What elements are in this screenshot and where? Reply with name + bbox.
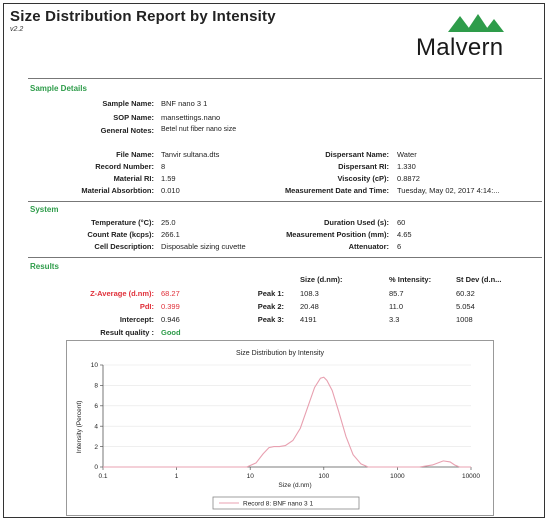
chart-grid: [103, 364, 471, 468]
measurement-position-value: 4.65: [397, 230, 412, 239]
sop-name-label: SOP Name:: [113, 113, 154, 122]
peak-2-label: Peak 2:: [257, 302, 284, 311]
measurement-datetime-value: Tuesday, May 02, 2017 4:14:...: [397, 186, 500, 195]
results-col-stdev: St Dev (d.n...: [456, 275, 502, 284]
intercept-label: Intercept:: [119, 315, 154, 324]
record-number-value: 8: [161, 162, 166, 171]
attenuator-value: 6: [397, 242, 402, 251]
material-absorbtion-label: Material Absorbtion:: [81, 186, 154, 195]
record-number-label: Record Number:: [95, 162, 154, 171]
chart-svg: Size Distribution by Intensity 0.1 1 10 100…: [76, 350, 480, 510]
results-col-size: Size (d.nm):: [300, 275, 343, 284]
measurement-position-label: Measurement Position (mm):: [286, 230, 389, 239]
divider: [28, 257, 542, 258]
pdi-label: PdI:: [139, 302, 154, 311]
x-tick-label: 10: [247, 473, 255, 480]
count-rate-value: 266.1: [161, 230, 180, 239]
peak-3-size: 4191: [300, 315, 317, 324]
y-tick-label: 0: [94, 464, 98, 471]
y-tick-label: 4: [94, 423, 98, 430]
sop-name-value: mansettings.nano: [161, 113, 221, 122]
sample-name-label: Sample Name:: [102, 99, 154, 108]
attenuator-label: Attenuator:: [348, 242, 389, 251]
peak-1-intensity: 85.7: [389, 289, 404, 298]
chart-y-ticks: 0 2 4 6 8 10: [91, 362, 103, 471]
temperature-value: 25.0: [161, 218, 176, 227]
duration-value: 60: [397, 218, 406, 227]
legend-box: [212, 496, 360, 510]
peak-3-intensity: 3.3: [389, 315, 400, 324]
count-rate-label: Count Rate (kcps):: [87, 230, 154, 239]
material-absorbtion-value: 0.010: [161, 186, 180, 195]
file-name-value: Tanvir sultana.dts: [161, 150, 220, 159]
sample-details-heading: Sample Details: [30, 84, 87, 93]
z-average-value: 68.27: [161, 289, 180, 298]
general-notes-label: General Notes:: [100, 126, 154, 135]
peak-1-size: 108.3: [300, 289, 319, 298]
material-ri-value: 1.59: [161, 174, 176, 183]
file-name-label: File Name:: [116, 150, 154, 159]
result-quality-value: Good: [161, 328, 181, 337]
divider: [28, 78, 542, 79]
peak-2-size: 20.48: [300, 302, 319, 311]
chart-x-label: Size (d.nm): [278, 482, 311, 489]
chart-title: Size Distribution by Intensity: [236, 350, 324, 357]
z-average-label: Z-Average (d.nm):: [90, 289, 154, 298]
y-tick-label: 6: [94, 403, 98, 410]
temperature-label: Temperature (°C):: [91, 218, 154, 227]
peak-2-stdev: 5.054: [456, 302, 475, 311]
viscosity-value: 0.8872: [397, 174, 420, 183]
peak-2-intensity: 11.0: [389, 302, 404, 311]
dispersant-ri-value: 1.330: [397, 162, 416, 171]
pdi-value: 0.399: [161, 302, 180, 311]
results-col-intensity: % Intensity:: [389, 275, 432, 284]
report-title: Size Distribution Report by Intensity: [10, 8, 276, 25]
dispersant-name-label: Dispersant Name:: [325, 150, 389, 159]
x-tick-label: 10000: [462, 473, 480, 480]
peak-1-label: Peak 1:: [257, 289, 284, 298]
viscosity-label: Viscosity (cP):: [337, 174, 389, 183]
mountains-icon: [448, 14, 504, 32]
malvern-logo: Malvern: [412, 14, 542, 61]
y-tick-label: 8: [94, 383, 98, 390]
intercept-value: 0.946: [161, 315, 180, 324]
cell-description-label: Cell Description:: [94, 242, 154, 251]
report-version: v2.2: [10, 26, 24, 33]
material-ri-label: Material RI:: [113, 174, 154, 183]
dispersant-name-value: Water: [397, 150, 417, 159]
peak-3-label: Peak 3:: [257, 315, 284, 324]
chart-x-ticks: 0.1 1 10 100 1000 10000: [98, 467, 480, 480]
general-notes-value: Betel nut fiber nano size: [161, 126, 237, 133]
peak-3-stdev: 1008: [456, 315, 473, 324]
cell-description-value: Disposable sizing cuvette: [161, 242, 246, 251]
chart-y-label: Intensity (Percent): [76, 401, 83, 454]
peak-1-stdev: 60.32: [456, 289, 475, 298]
duration-label: Duration Used (s):: [323, 218, 389, 227]
y-tick-label: 10: [91, 362, 99, 369]
results-heading: Results: [30, 262, 59, 271]
dispersant-ri-label: Dispersant RI:: [338, 162, 389, 171]
x-tick-label: 1: [175, 473, 179, 480]
series-line-record-8: [103, 376, 471, 468]
system-heading: System: [30, 205, 59, 214]
legend-label: Record 8: BNF nano 3 1: [243, 501, 313, 508]
size-distribution-chart: Size Distribution by Intensity 0.1 1 10 100…: [66, 340, 494, 516]
x-tick-label: 1000: [390, 473, 405, 480]
chart-axes: [102, 365, 471, 468]
x-tick-label: 100: [318, 473, 329, 480]
divider: [28, 201, 542, 202]
measurement-datetime-label: Measurement Date and Time:: [284, 186, 389, 195]
x-tick-label: 0.1: [98, 473, 107, 480]
y-tick-label: 2: [94, 444, 98, 451]
report-frame: Size Distribution Report by Intensity v2…: [3, 3, 545, 518]
sample-name-value: BNF nano 3 1: [161, 99, 208, 108]
chart-legend: Record 8: BNF nano 3 1: [212, 496, 360, 510]
logo-text: Malvern: [416, 34, 504, 61]
result-quality-label: Result quality :: [100, 328, 154, 337]
